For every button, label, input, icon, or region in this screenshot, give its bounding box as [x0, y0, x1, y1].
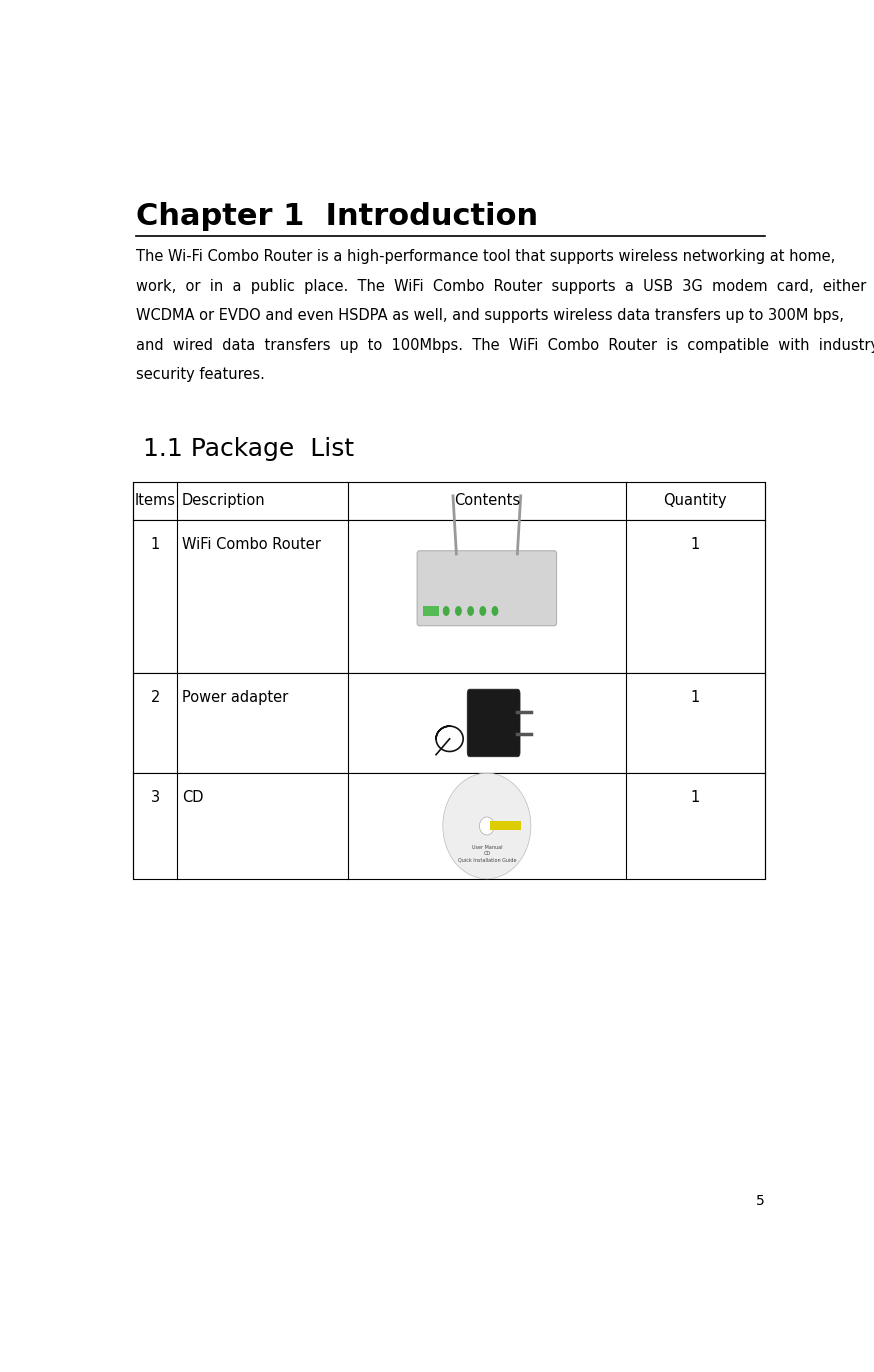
- Text: WiFi Combo Router: WiFi Combo Router: [182, 536, 321, 552]
- Text: 1: 1: [690, 790, 700, 805]
- Text: Contents: Contents: [454, 493, 520, 508]
- Text: The Wi-Fi Combo Router is a high-performance tool that supports wireless network: The Wi-Fi Combo Router is a high-perform…: [136, 250, 836, 265]
- Text: WCDMA or EVDO and even HSDPA as well, and supports wireless data transfers up to: WCDMA or EVDO and even HSDPA as well, an…: [136, 309, 844, 324]
- Ellipse shape: [480, 816, 495, 836]
- Text: 1: 1: [150, 536, 160, 552]
- Circle shape: [468, 606, 474, 615]
- Text: Power adapter: Power adapter: [182, 690, 288, 705]
- Bar: [133, 482, 765, 520]
- Text: Items: Items: [135, 493, 176, 508]
- FancyBboxPatch shape: [417, 550, 557, 626]
- Text: security features.: security features.: [136, 368, 265, 383]
- Ellipse shape: [443, 774, 531, 879]
- Text: work,  or  in  a  public  place.  The  WiFi  Combo  Router  supports  a  USB  3G: work, or in a public place. The WiFi Com…: [136, 279, 867, 294]
- Bar: [490, 820, 521, 830]
- Bar: [133, 672, 765, 774]
- Text: 5: 5: [756, 1195, 765, 1209]
- Bar: [422, 605, 440, 616]
- Text: Quantity: Quantity: [663, 493, 727, 508]
- FancyBboxPatch shape: [468, 689, 520, 757]
- Text: and  wired  data  transfers  up  to  100Mbps.  The  WiFi  Combo  Router  is  com: and wired data transfers up to 100Mbps. …: [136, 338, 874, 353]
- Text: User Manual
CD
Quick Installation Guide: User Manual CD Quick Installation Guide: [458, 845, 517, 863]
- Text: Chapter 1  Introduction: Chapter 1 Introduction: [136, 202, 538, 230]
- Text: 1: 1: [690, 536, 700, 552]
- Text: 3: 3: [150, 790, 160, 805]
- Text: 2: 2: [150, 690, 160, 705]
- Bar: [133, 774, 765, 879]
- Text: 1: 1: [690, 690, 700, 705]
- Circle shape: [492, 606, 497, 615]
- Text: CD: CD: [182, 790, 204, 805]
- Text: Description: Description: [182, 493, 266, 508]
- Circle shape: [480, 606, 485, 615]
- Circle shape: [443, 606, 449, 615]
- Text: 1.1 Package  List: 1.1 Package List: [143, 438, 354, 461]
- Bar: [133, 520, 765, 672]
- Circle shape: [455, 606, 461, 615]
